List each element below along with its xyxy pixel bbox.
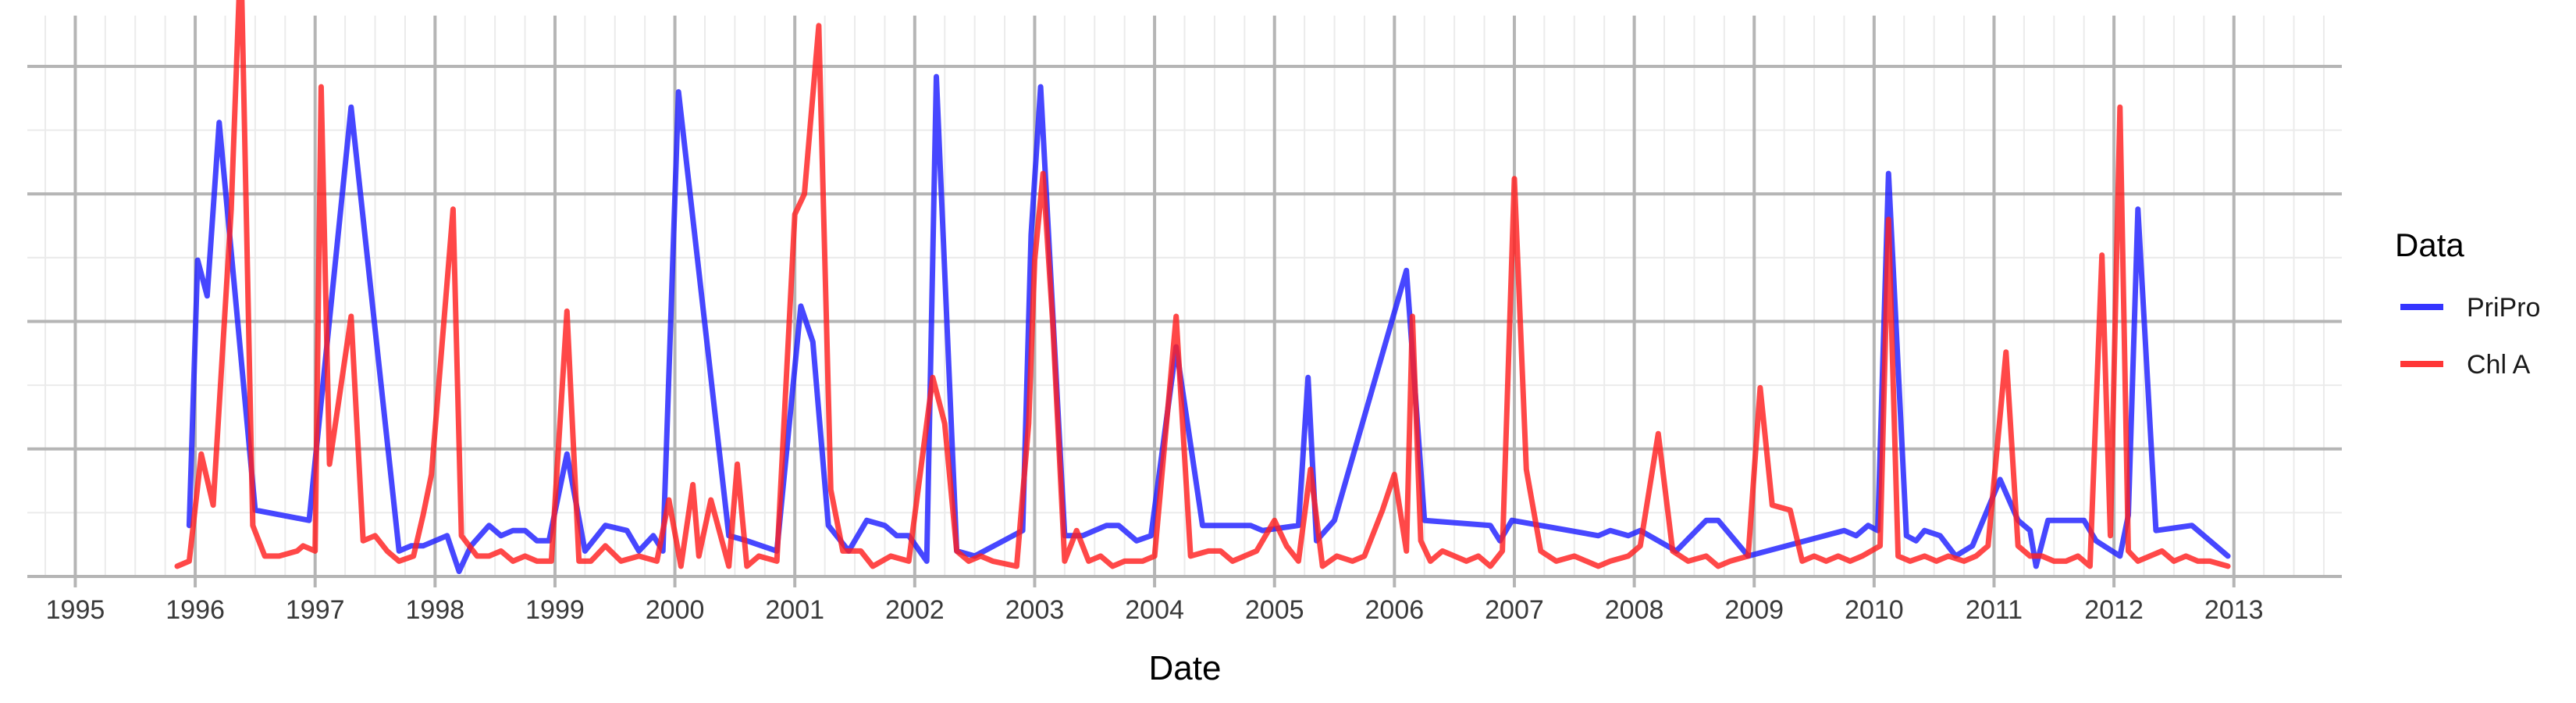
series-layer — [174, 0, 2231, 574]
x-tick-label: 2003 — [1005, 595, 1065, 625]
x-axis-title: Date — [1149, 649, 1222, 687]
legend-label-chla: Chl A — [2467, 350, 2531, 380]
x-tick-label: 1998 — [406, 595, 465, 625]
legend-label-pripro: PriPro — [2467, 293, 2540, 323]
legend: Data PriPro Chl A — [2395, 227, 2540, 380]
x-tick-label: 2001 — [765, 595, 824, 625]
x-tick-label: 2004 — [1125, 595, 1184, 625]
x-tick-label: 2008 — [1605, 595, 1664, 625]
x-tick-label: 2000 — [646, 595, 705, 625]
x-tick-label: 2010 — [1845, 595, 1904, 625]
x-tick-label: 2011 — [1966, 595, 2023, 625]
x-tick-label: 2013 — [2204, 595, 2264, 625]
x-tick-label: 2007 — [1485, 595, 1544, 625]
series-line-pripro — [186, 73, 2231, 574]
x-tick-label: 2006 — [1365, 595, 1425, 625]
x-tick-label: 2002 — [885, 595, 945, 625]
x-tick-label: 1995 — [46, 595, 105, 625]
series-line-chl-a — [174, 0, 2231, 569]
x-axis-ticks: 1995 1996 1997 1998 1999 2000 2001 2002 2003 2004… — [46, 576, 2264, 625]
x-tick-label: 1997 — [286, 595, 345, 625]
legend-title: Data — [2395, 227, 2464, 263]
major-grid — [27, 16, 2342, 578]
x-tick-label: 2009 — [1724, 595, 1784, 625]
x-tick-label: 2005 — [1245, 595, 1304, 625]
x-tick-label: 1999 — [525, 595, 585, 625]
x-tick-label: 2012 — [2084, 595, 2144, 625]
x-tick-label: 1996 — [165, 595, 225, 625]
